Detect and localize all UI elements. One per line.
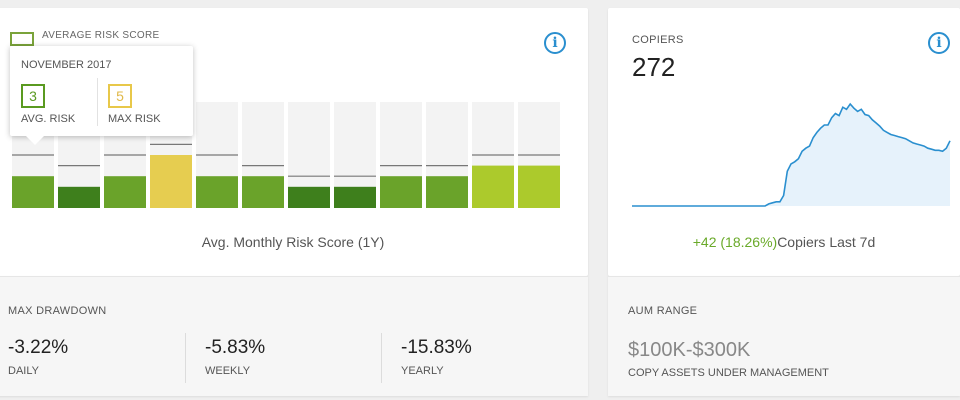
tooltip-avg-risk-value: 3 (21, 84, 45, 108)
risk-score-card: AVERAGE RISK SCORE i Avg. Monthly Risk S… (0, 8, 588, 276)
drawdown-daily: -3.22% DAILY (8, 337, 68, 387)
max-drawdown-panel: MAX DRAWDOWN -3.22% DAILY -5.83% WEEKLY … (0, 276, 588, 396)
aum-range-title: AUM RANGE (628, 305, 698, 317)
tooltip-divider (97, 78, 98, 126)
copiers-card: COPIERS 272 i +42 (18.26%)Copiers Last 7… (608, 8, 960, 276)
risk-tooltip: NOVEMBER 2017 3 AVG. RISK 5 MAX RISK (10, 46, 193, 145)
copiers-sparkline-line (632, 102, 951, 207)
tooltip-max-risk-value: 5 (108, 84, 132, 108)
risk-bar-avg (58, 186, 100, 208)
copiers-count: 272 (632, 52, 676, 82)
aum-range-value: $100K-$300K (628, 339, 751, 361)
drawdown-yearly: -15.83% YEARLY (401, 337, 472, 387)
tooltip-avg-risk-label: AVG. RISK (21, 113, 76, 125)
risk-card-title: AVERAGE RISK SCORE (42, 30, 160, 41)
risk-bar-avg (104, 176, 146, 208)
copiers-change-label: Copiers Last 7d (777, 234, 876, 250)
copiers-change-value: +42 (18.26%) (692, 234, 778, 250)
tooltip-month: NOVEMBER 2017 (21, 59, 112, 71)
drawdown-weekly-value: -5.83% (205, 337, 266, 358)
risk-bar-avg (380, 176, 422, 208)
tooltip-max-risk-label: MAX RISK (108, 113, 161, 125)
aum-range-label: COPY ASSETS UNDER MANAGEMENT (628, 367, 829, 379)
copiers-sparkline (632, 102, 951, 207)
risk-chart-caption: Avg. Monthly Risk Score (1Y) (201, 234, 385, 250)
copiers-title: COPIERS (632, 34, 684, 46)
risk-legend-marker (10, 32, 34, 46)
drawdown-daily-value: -3.22% (8, 337, 69, 358)
aum-range-panel: AUM RANGE $100K-$300K COPY ASSETS UNDER … (608, 276, 960, 396)
drawdown-yearly-value: -15.83% (401, 337, 472, 358)
risk-bar-avg (426, 176, 468, 208)
drawdown-daily-label: DAILY (8, 365, 39, 377)
risk-bar-avg (242, 176, 284, 208)
drawdown-divider (381, 333, 382, 383)
copiers-change-caption: +42 (18.26%)Copiers Last 7d (608, 234, 960, 250)
info-icon[interactable]: i (928, 32, 950, 54)
risk-bar-avg (288, 186, 330, 208)
risk-bar-avg (12, 176, 54, 208)
risk-bar-avg (150, 155, 192, 208)
risk-bar-avg (196, 176, 238, 208)
risk-bar-avg (472, 165, 514, 208)
drawdown-divider (185, 333, 186, 383)
drawdown-weekly-label: WEEKLY (205, 365, 251, 377)
risk-bar-avg (518, 165, 560, 208)
drawdown-weekly: -5.83% WEEKLY (205, 337, 265, 387)
max-drawdown-title: MAX DRAWDOWN (8, 305, 107, 317)
info-icon[interactable]: i (544, 32, 566, 54)
drawdown-yearly-label: YEARLY (401, 365, 444, 377)
risk-bar-avg (334, 186, 376, 208)
copiers-sparkline-area (632, 104, 950, 206)
